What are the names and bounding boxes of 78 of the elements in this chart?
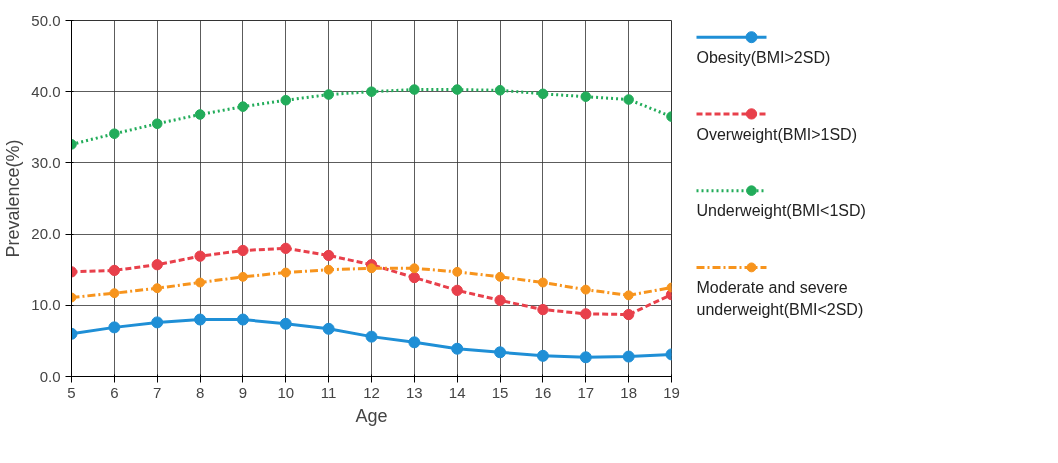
x-tick-label: 10 xyxy=(277,383,295,401)
y-tick-label: 20.0 xyxy=(31,225,61,243)
point xyxy=(580,91,592,102)
point xyxy=(451,342,464,355)
x-tick-label: 7 xyxy=(153,383,162,401)
x-tick-label: 5 xyxy=(67,383,76,401)
point xyxy=(537,277,548,288)
point xyxy=(537,88,549,100)
y-tick-label: 0.0 xyxy=(39,367,61,385)
point xyxy=(408,271,421,284)
legend-label: Overweight(BMI>1SD) xyxy=(696,125,857,143)
point xyxy=(323,264,334,275)
point xyxy=(323,89,334,100)
x-tick-label: 12 xyxy=(363,383,380,401)
point xyxy=(280,267,291,278)
point xyxy=(109,128,120,139)
point xyxy=(236,313,249,326)
point xyxy=(623,94,634,105)
point xyxy=(495,271,506,282)
point xyxy=(279,317,292,330)
x-axis-title: Age xyxy=(355,405,388,426)
x-tick-label: 18 xyxy=(620,383,637,401)
point xyxy=(280,94,292,106)
point xyxy=(409,263,420,274)
x-tick-label: 8 xyxy=(195,383,205,401)
point xyxy=(622,350,635,363)
x-tick-label: 14 xyxy=(448,383,466,401)
point xyxy=(194,109,206,120)
x-tick-label: 16 xyxy=(534,383,552,401)
point xyxy=(622,308,635,321)
point xyxy=(194,250,206,262)
x-tick-label: 11 xyxy=(320,383,337,401)
point xyxy=(109,288,120,299)
point xyxy=(494,294,506,306)
point xyxy=(152,283,163,294)
y-tick-label: 10.0 xyxy=(31,296,61,314)
y-axis-title: Prevalence(%) xyxy=(3,139,24,258)
point xyxy=(409,84,420,95)
x-tick-label: 6 xyxy=(110,383,119,401)
y-tick-label: 40.0 xyxy=(31,82,61,100)
point xyxy=(536,349,549,362)
point xyxy=(537,303,549,316)
legend-label: Underweight(BMI<1SD) xyxy=(696,202,866,220)
point xyxy=(452,266,463,277)
x-tick-label: 9 xyxy=(238,383,248,401)
point xyxy=(194,313,207,326)
point xyxy=(322,322,335,335)
point xyxy=(580,308,592,320)
point xyxy=(322,249,335,262)
point xyxy=(237,244,249,257)
point xyxy=(366,263,377,274)
y-tick-label: 50.0 xyxy=(31,11,61,29)
point xyxy=(108,264,121,277)
point xyxy=(151,316,164,329)
x-tick-label: 19 xyxy=(663,383,680,401)
point xyxy=(580,284,591,295)
point xyxy=(108,321,121,334)
legend-label: Moderate and severe underweight(BMI<2SD) xyxy=(696,279,864,319)
x-tick-label: 13 xyxy=(406,383,423,401)
point xyxy=(195,277,206,288)
y-tick-label: 30.0 xyxy=(31,153,61,171)
point xyxy=(237,271,248,282)
point xyxy=(451,284,463,296)
point xyxy=(151,259,163,271)
point xyxy=(494,84,506,96)
x-tick-label: 17 xyxy=(577,383,595,401)
point xyxy=(408,336,421,349)
point xyxy=(579,351,592,364)
point xyxy=(451,84,463,95)
point xyxy=(237,101,249,112)
legend-label: Obesity(BMI>2SD) xyxy=(696,48,831,66)
point xyxy=(365,330,378,343)
x-tick-label: 15 xyxy=(491,383,509,401)
point xyxy=(623,290,634,301)
point xyxy=(494,346,507,359)
point xyxy=(151,118,163,130)
point xyxy=(366,86,377,97)
point xyxy=(280,242,292,254)
